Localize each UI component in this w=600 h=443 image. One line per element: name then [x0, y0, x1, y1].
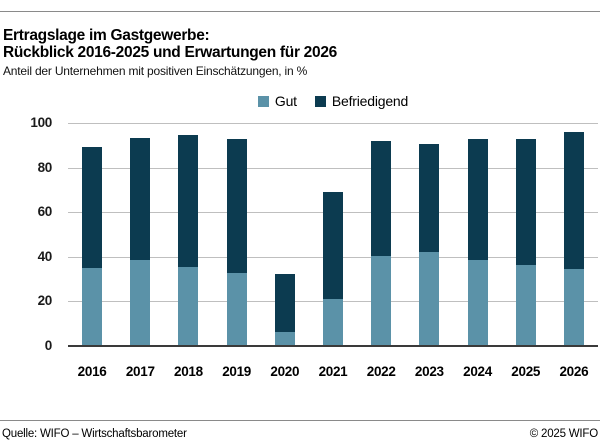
legend-swatch-icon — [314, 95, 326, 107]
x-tick-label: 2020 — [270, 364, 300, 379]
bar-segment-befriedigend — [274, 273, 295, 332]
x-tick-label: 2017 — [125, 364, 155, 379]
x-axis: 2016 2017 2018 2019 2020 2021 2022 2023 2024 2025… — [68, 364, 598, 382]
bar-group — [467, 138, 488, 345]
bar-segment-gut — [563, 269, 584, 345]
legend-label: Befriedigend — [331, 93, 409, 109]
bar-segment-gut — [130, 260, 151, 345]
bar-group — [226, 138, 247, 345]
copyright-note: © 2025 WIFO — [529, 428, 598, 440]
chart-subtitle: Anteil der Unternehmen mit positiven Ein… — [3, 64, 308, 78]
bar-segment-gut — [178, 266, 199, 345]
x-tick-label: 2026 — [559, 364, 589, 379]
bar-group — [323, 192, 343, 345]
bar-segment-gut — [371, 255, 392, 345]
y-tick-label: 60 — [37, 204, 53, 220]
bar-segment-gut — [274, 331, 295, 345]
top-divider — [0, 11, 600, 12]
footer-divider — [0, 420, 600, 421]
bar-segment-befriedigend — [563, 132, 584, 270]
y-tick-label: 40 — [37, 248, 53, 264]
x-tick-label: 2016 — [77, 364, 107, 379]
y-tick-label: 100 — [30, 115, 52, 130]
bar-segment-gut — [515, 264, 536, 345]
y-axis: 0 20 40 60 80 100 — [0, 115, 56, 353]
bar-segment-gut — [467, 260, 488, 345]
bar-group — [178, 135, 199, 345]
y-tick-label: 80 — [37, 159, 53, 175]
x-tick-label: 2022 — [366, 364, 396, 379]
bar-segment-gut — [82, 268, 103, 345]
x-tick-label: 2023 — [414, 364, 444, 379]
bar-group — [419, 144, 440, 345]
x-tick-label: 2024 — [463, 364, 492, 379]
bar-group — [130, 137, 151, 345]
y-tick-label: 0 — [44, 338, 53, 353]
bar-segment-befriedigend — [515, 138, 536, 265]
bar-segment-befriedigend — [130, 137, 151, 261]
x-tick-label: 2025 — [511, 364, 541, 379]
x-tick-label: 2018 — [174, 364, 203, 379]
bar-segment-befriedigend — [371, 140, 392, 256]
bar-group — [515, 138, 536, 345]
bar-segment-befriedigend — [323, 192, 343, 300]
chart-title-line1: Ertragslage im Gastgewerbe: — [3, 27, 210, 44]
legend-label: Gut — [274, 93, 297, 109]
legend-swatch-icon — [257, 95, 269, 107]
source-note: Quelle: WIFO – Wirtschaftsbarometer — [2, 428, 187, 440]
bar-segment-befriedigend — [178, 135, 199, 267]
gridline — [68, 167, 598, 169]
bar-group — [82, 146, 103, 345]
chart-title-line2: Rückblick 2016-2025 und Erwartungen für … — [3, 44, 337, 61]
chart-legend: Gut Befriedigend — [68, 92, 598, 110]
gridline — [68, 123, 598, 124]
bar-segment-befriedigend — [226, 138, 247, 273]
legend-item: Gut — [257, 93, 297, 109]
legend-item: Befriedigend — [314, 93, 409, 109]
bar-group — [563, 132, 584, 345]
bar-segment-befriedigend — [82, 146, 103, 269]
plot-area — [68, 123, 598, 347]
bar-group — [371, 140, 392, 345]
chart-header: Ertragslage im Gastgewerbe: Rückblick 20… — [3, 27, 337, 78]
bar-segment-gut — [323, 299, 343, 345]
bar-segment-befriedigend — [467, 138, 488, 261]
bar-segment-gut — [419, 252, 440, 345]
bar-segment-befriedigend — [419, 144, 440, 253]
x-axis-line — [68, 345, 598, 347]
x-tick-label: 2019 — [222, 364, 252, 379]
y-tick-label: 20 — [37, 293, 53, 309]
bar-group — [274, 273, 295, 345]
x-tick-label: 2021 — [318, 364, 348, 379]
bar-segment-gut — [226, 272, 247, 345]
